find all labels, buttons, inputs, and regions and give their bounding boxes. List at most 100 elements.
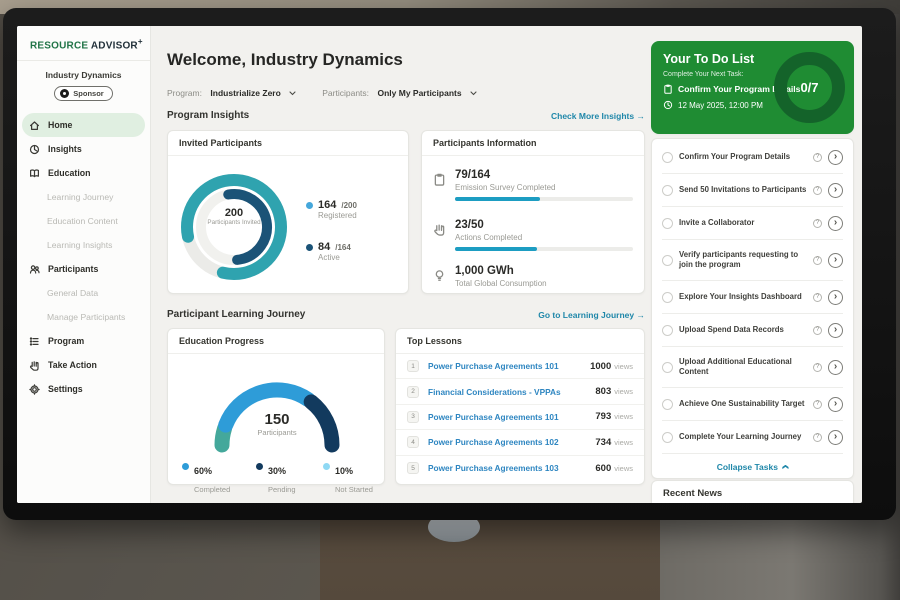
sidebar-item-manage-participants[interactable]: Manage Participants xyxy=(17,305,150,329)
help-icon[interactable]: ? xyxy=(813,153,822,162)
participants-filter-select[interactable]: Only My Participants xyxy=(377,88,461,98)
task-label: Verify participants requesting to join t… xyxy=(679,250,807,269)
chevron-right-icon[interactable]: › xyxy=(828,430,843,445)
sidebar-item-participants[interactable]: Participants xyxy=(17,257,150,281)
help-icon[interactable]: ? xyxy=(813,363,822,372)
todo-task-list: Confirm Your Program Details ? › Send 50… xyxy=(651,138,854,479)
sidebar-item-insights[interactable]: Insights xyxy=(17,137,150,161)
lesson-link[interactable]: Financial Considerations - VPPAs xyxy=(428,387,595,397)
help-icon[interactable]: ? xyxy=(813,293,822,302)
task-row[interactable]: Achieve One Sustainability Target ? › xyxy=(662,388,843,421)
sidebar-item-home[interactable]: Home xyxy=(22,113,145,137)
go-to-learning-journey-link[interactable]: Go to Learning Journey → xyxy=(538,310,645,320)
task-checkbox[interactable] xyxy=(662,255,673,266)
legend-pct: 30% xyxy=(268,466,286,476)
chevron-right-icon[interactable]: › xyxy=(828,150,843,165)
stat-value: 23/50 xyxy=(455,219,484,231)
task-row[interactable]: Upload Additional Educational Content ? … xyxy=(662,347,843,388)
sidebar-item-general-data[interactable]: General Data xyxy=(17,281,150,305)
task-checkbox[interactable] xyxy=(662,399,673,410)
dashboard-screen: RESOURCE ADVISOR+ Industry Dynamics Spon… xyxy=(17,26,862,503)
legend-label: Registered xyxy=(318,211,357,220)
invited-participants-card: Invited Participants 200 Participants In… xyxy=(167,130,409,294)
program-insights-header: Program Insights Check More Insights → xyxy=(167,110,645,121)
legend-value: 164 xyxy=(318,199,336,211)
chevron-right-icon[interactable]: › xyxy=(828,183,843,198)
lesson-link[interactable]: Power Purchase Agreements 102 xyxy=(428,437,595,447)
sponsor-icon xyxy=(60,89,69,98)
task-row[interactable]: Send 50 Invitations to Participants ? › xyxy=(662,174,843,207)
sidebar-item-education[interactable]: Education xyxy=(17,161,150,185)
help-icon[interactable]: ? xyxy=(813,219,822,228)
task-checkbox[interactable] xyxy=(662,432,673,443)
chevron-right-icon[interactable]: › xyxy=(828,397,843,412)
sidebar-item-learning-insights[interactable]: Learning Insights xyxy=(17,233,150,257)
lesson-link[interactable]: Power Purchase Agreements 103 xyxy=(428,463,595,473)
program-icon xyxy=(29,336,40,347)
progress-fill xyxy=(455,197,540,201)
task-checkbox[interactable] xyxy=(662,292,673,303)
task-label: Upload Spend Data Records xyxy=(679,325,807,335)
program-filter-label: Program: xyxy=(167,88,202,98)
views-label: views xyxy=(614,362,633,371)
views-label: views xyxy=(614,387,633,396)
chevron-right-icon[interactable]: › xyxy=(828,290,843,305)
todo-counter: 0/7 xyxy=(800,80,818,95)
todo-counter-ring: 0/7 xyxy=(774,52,845,123)
sidebar-item-program[interactable]: Program xyxy=(17,329,150,353)
task-checkbox[interactable] xyxy=(662,325,673,336)
chevron-right-icon[interactable]: › xyxy=(828,253,843,268)
chevron-down-icon[interactable] xyxy=(470,91,477,96)
card-title: Invited Participants xyxy=(168,131,408,156)
sidebar-item-settings[interactable]: Settings xyxy=(17,377,150,401)
consumption-icon xyxy=(433,269,446,282)
legend-pending: 30% Pending xyxy=(256,461,296,497)
sponsor-label: Sponsor xyxy=(73,89,103,98)
collapse-tasks-link[interactable]: Collapse Tasks › xyxy=(662,454,843,480)
chevron-down-icon[interactable] xyxy=(289,91,296,96)
legend-total: /164 xyxy=(335,243,351,252)
sidebar-item-label: Settings xyxy=(48,384,83,394)
task-row[interactable]: Explore Your Insights Dashboard ? › xyxy=(662,281,843,314)
donut-center-label: Participants Invited xyxy=(206,219,262,227)
views-label: views xyxy=(614,438,633,447)
task-row[interactable]: Complete Your Learning Journey ? › xyxy=(662,421,843,454)
sidebar-item-learning-journey[interactable]: Learning Journey xyxy=(17,185,150,209)
task-checkbox[interactable] xyxy=(662,218,673,229)
task-checkbox[interactable] xyxy=(662,152,673,163)
help-icon[interactable]: ? xyxy=(813,326,822,335)
stat-value: 1,000 GWh xyxy=(455,265,514,277)
survey-icon xyxy=(433,173,446,186)
top-lessons-card: Top Lessons 1 Power Purchase Agreements … xyxy=(395,328,645,485)
gauge-chart xyxy=(196,365,358,453)
task-checkbox[interactable] xyxy=(662,362,673,373)
logo-plus: + xyxy=(138,37,143,46)
help-icon[interactable]: ? xyxy=(813,400,822,409)
help-icon[interactable]: ? xyxy=(813,256,822,265)
sponsor-badge[interactable]: Sponsor xyxy=(54,86,112,101)
education-icon xyxy=(29,168,40,179)
task-row[interactable]: Upload Spend Data Records ? › xyxy=(662,314,843,347)
filters-row: Program: Industrialize Zero Participants… xyxy=(167,83,477,101)
donut-chart xyxy=(178,171,290,283)
lesson-link[interactable]: Power Purchase Agreements 101 xyxy=(428,361,590,371)
sidebar-item-take-action[interactable]: Take Action xyxy=(17,353,150,377)
chevron-right-icon[interactable]: › xyxy=(828,216,843,231)
arrow-right-icon: → xyxy=(637,111,646,121)
task-row[interactable]: Confirm Your Program Details ? › xyxy=(662,141,843,174)
legend-label: Pending xyxy=(268,485,296,494)
program-filter: Program: Industrialize Zero xyxy=(167,83,296,101)
chevron-right-icon[interactable]: › xyxy=(828,360,843,375)
task-row[interactable]: Invite a Collaborator ? › xyxy=(662,207,843,240)
help-icon[interactable]: ? xyxy=(813,433,822,442)
task-row[interactable]: Verify participants requesting to join t… xyxy=(662,240,843,281)
help-icon[interactable]: ? xyxy=(813,186,822,195)
legend-pct: 10% xyxy=(335,466,353,476)
check-more-insights-link[interactable]: Check More Insights → xyxy=(551,111,645,121)
chevron-right-icon[interactable]: › xyxy=(828,323,843,338)
program-filter-select[interactable]: Industrialize Zero xyxy=(210,88,280,98)
legend-label: Completed xyxy=(194,485,230,494)
lesson-link[interactable]: Power Purchase Agreements 101 xyxy=(428,412,595,422)
task-checkbox[interactable] xyxy=(662,185,673,196)
sidebar-item-education-content[interactable]: Education Content xyxy=(17,209,150,233)
